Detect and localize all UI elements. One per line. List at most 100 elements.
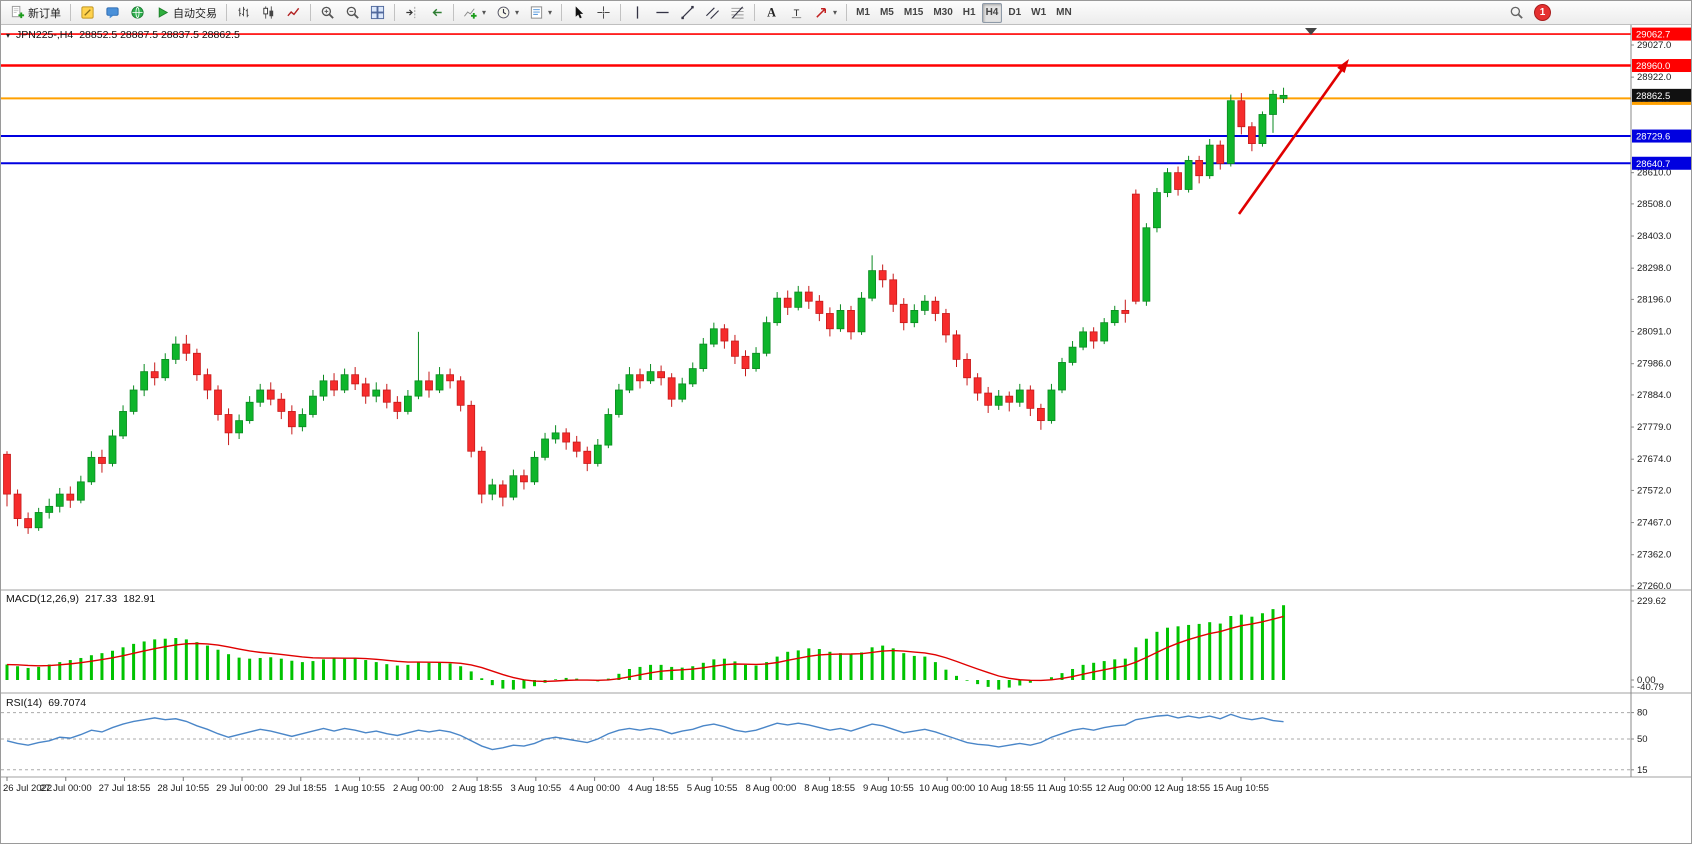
autotrading-button[interactable]: 自动交易 [151, 3, 221, 23]
button-label: D1 [1008, 7, 1022, 18]
new-order-button[interactable]: 新订单 [6, 3, 65, 23]
svg-text:26 Jul 2022: 26 Jul 2022 [3, 783, 52, 794]
svg-text:4 Aug 18:55: 4 Aug 18:55 [628, 783, 679, 794]
svg-text:10 Aug 00:00: 10 Aug 00:00 [919, 783, 975, 794]
macd-signal-value: 182.91 [123, 593, 156, 605]
text-label-button[interactable]: T [785, 3, 808, 23]
vline-icon [630, 5, 645, 20]
price-badge-29062.7: 29062.7 [1632, 27, 1691, 41]
svg-text:10 Aug 18:55: 10 Aug 18:55 [978, 783, 1034, 794]
metaeditor-icon [80, 5, 95, 20]
zoom-out-icon [345, 5, 360, 20]
svg-text:4 Aug 00:00: 4 Aug 00:00 [569, 783, 620, 794]
toolbar-divider [226, 4, 227, 21]
search-button[interactable] [1505, 3, 1528, 23]
toolbar-divider [620, 4, 622, 21]
svg-text:27674.0: 27674.0 [1637, 454, 1671, 465]
candlestick-chart-button[interactable] [257, 3, 280, 23]
svg-text:5 Aug 10:55: 5 Aug 10:55 [687, 783, 738, 794]
metaeditor-button[interactable] [76, 3, 99, 23]
tf-mn-button[interactable]: MN [1052, 3, 1076, 23]
chat-icon [105, 5, 120, 20]
tile-windows-button[interactable] [366, 3, 389, 23]
price-badge-28960.0: 28960.0 [1632, 59, 1691, 73]
one-click-trading-icon[interactable]: ▾ [6, 30, 11, 40]
templates-button[interactable]: ▾ [525, 3, 556, 23]
tf-m15-button[interactable]: M15 [900, 3, 927, 23]
svg-text:29027.0: 29027.0 [1637, 40, 1671, 51]
rsi-pane [1, 712, 1631, 771]
svg-text:29 Jul 00:00: 29 Jul 00:00 [216, 783, 268, 794]
chat-button[interactable] [101, 3, 124, 23]
tf-d1-button[interactable]: D1 [1004, 3, 1025, 23]
text-button[interactable]: A [760, 3, 783, 23]
channel-icon [705, 5, 720, 20]
zoom-out-button[interactable] [341, 3, 364, 23]
current-price-badge: 28862.5 [1632, 88, 1691, 102]
bars-chart-icon [236, 5, 251, 20]
tf-h1-button[interactable]: H1 [959, 3, 980, 23]
tf-m30-button[interactable]: M30 [929, 3, 956, 23]
tf-w1-button[interactable]: W1 [1027, 3, 1050, 23]
tf-h4-button[interactable]: H4 [981, 2, 1003, 23]
macd-signal-line [6, 615, 1284, 683]
button-label: M5 [879, 7, 894, 18]
hline-icon [655, 5, 670, 20]
vertical-line-button[interactable] [626, 3, 649, 23]
svg-text:15 Aug 10:55: 15 Aug 10:55 [1213, 783, 1269, 794]
price-axis: 29027.0 28922.0 28610.0 28508.0 28403.0 28298… [1631, 27, 1691, 776]
symbol-ohlc-values: 28852.5 28887.5 28837.5 28862.5 [79, 29, 240, 41]
arrows-button[interactable]: ▾ [810, 3, 841, 23]
svg-text:28640.7: 28640.7 [1636, 159, 1670, 170]
macd-label: MACD(12,26,9) 217.33 182.91 [6, 593, 155, 605]
candlestick-series [3, 87, 1288, 534]
cursor-button[interactable] [567, 3, 590, 23]
horizontal-lines [1, 33, 1631, 165]
tf-m5-button[interactable]: M5 [876, 3, 898, 23]
bars-chart-button[interactable] [232, 3, 255, 23]
svg-text:2 Aug 18:55: 2 Aug 18:55 [452, 783, 503, 794]
svg-text:27362.0: 27362.0 [1637, 550, 1671, 561]
caret-down-icon: ▾ [482, 8, 487, 17]
toolbar-divider [754, 4, 756, 21]
svg-text:28298.0: 28298.0 [1637, 263, 1671, 274]
tf-m1-button[interactable]: M1 [852, 3, 874, 23]
svg-text:8 Aug 18:55: 8 Aug 18:55 [804, 783, 855, 794]
auto-scroll-icon [429, 5, 444, 20]
button-label: MN [1056, 7, 1072, 18]
trendline-icon [680, 5, 695, 20]
crosshair-button[interactable] [592, 3, 615, 23]
indicators-button[interactable]: ▾ [459, 3, 490, 23]
zoom-in-button[interactable] [316, 3, 339, 23]
channel-button[interactable] [701, 3, 724, 23]
button-label: M30 [933, 7, 953, 18]
fibonacci-button[interactable] [726, 3, 749, 23]
community-button[interactable] [126, 3, 149, 23]
periods-button[interactable]: ▾ [492, 3, 523, 23]
svg-text:27 Jul 00:00: 27 Jul 00:00 [40, 783, 92, 794]
svg-text:28196.0: 28196.0 [1637, 294, 1671, 305]
button-label: M15 [903, 7, 924, 18]
line-chart-button[interactable] [282, 3, 305, 23]
horizontal-line-button[interactable] [651, 3, 674, 23]
trendline-button[interactable] [676, 3, 699, 23]
svg-text:28508.0: 28508.0 [1637, 199, 1671, 210]
chart-shift-button[interactable] [400, 3, 423, 23]
svg-text:27467.0: 27467.0 [1637, 518, 1671, 529]
svg-text:9 Aug 10:55: 9 Aug 10:55 [863, 783, 914, 794]
svg-text:T: T [794, 8, 800, 18]
notification-button[interactable]: 1 [1530, 3, 1555, 23]
chart-canvas: 29027.0 28922.0 28610.0 28508.0 28403.0 28298… [1, 25, 1691, 794]
svg-text:28862.5: 28862.5 [1636, 91, 1670, 102]
button-label: H1 [962, 7, 976, 18]
trend-arrow[interactable] [1237, 59, 1349, 215]
tile-windows-icon [370, 5, 385, 20]
chart-shift-marker[interactable] [1305, 28, 1317, 35]
svg-text:12 Aug 00:00: 12 Aug 00:00 [1095, 783, 1151, 794]
svg-text:3 Aug 10:55: 3 Aug 10:55 [510, 783, 561, 794]
auto-scroll-button[interactable] [425, 3, 448, 23]
svg-text:27986.0: 27986.0 [1637, 359, 1671, 370]
svg-text:29062.7: 29062.7 [1636, 30, 1670, 41]
button-label: 新订单 [28, 7, 61, 20]
